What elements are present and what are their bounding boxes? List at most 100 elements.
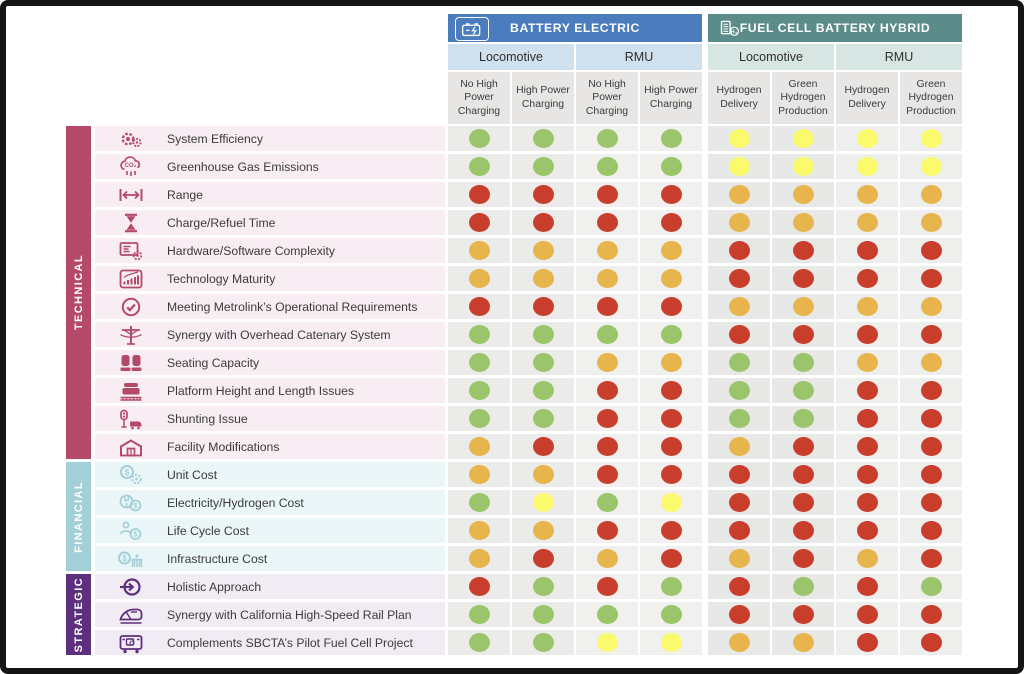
rating-cell	[448, 574, 510, 599]
rating-cell	[900, 406, 962, 431]
rating-cell	[512, 266, 574, 291]
rating-cell	[640, 294, 702, 319]
rating-cell	[836, 294, 898, 319]
battery-icon	[455, 17, 489, 41]
rating-dot	[793, 241, 814, 260]
rating-dot	[597, 605, 618, 624]
rating-dot	[469, 185, 490, 204]
rating-dot	[793, 465, 814, 484]
criterion-label-cell: Technology Maturity	[95, 266, 445, 291]
rating-cell	[900, 350, 962, 375]
rating-dot	[921, 521, 942, 540]
rating-cell	[640, 350, 702, 375]
rating-cell	[640, 182, 702, 207]
column-header-hydrogen-delivery: Hydrogen Delivery	[708, 72, 770, 124]
rating-cell	[448, 182, 510, 207]
rating-dot	[921, 353, 942, 372]
rating-dot	[661, 633, 682, 652]
rating-cell	[448, 126, 510, 151]
rating-cell	[448, 490, 510, 515]
rating-cell	[772, 630, 834, 655]
rating-cell	[900, 294, 962, 319]
rating-cell	[708, 126, 770, 151]
criterion-label: Synergy with California High-Speed Rail …	[167, 608, 412, 622]
rating-cell	[448, 518, 510, 543]
rating-cell	[836, 182, 898, 207]
rating-dot	[921, 605, 942, 624]
dollar-building-icon: $	[95, 548, 167, 570]
rating-dot	[793, 493, 814, 512]
rating-cell	[576, 322, 638, 347]
rating-dot	[661, 465, 682, 484]
rating-cell	[900, 126, 962, 151]
rating-cell	[772, 126, 834, 151]
rating-cell	[772, 406, 834, 431]
criterion-row: Facility Modifications	[95, 434, 962, 459]
rating-dot	[661, 129, 682, 148]
rating-cell	[640, 266, 702, 291]
rating-cell	[900, 490, 962, 515]
rating-cell	[640, 406, 702, 431]
rating-cell	[836, 490, 898, 515]
rating-dot	[793, 213, 814, 232]
rating-dot	[661, 409, 682, 428]
rating-dot	[729, 297, 750, 316]
rating-cell	[772, 210, 834, 235]
rating-dot	[469, 241, 490, 260]
rating-cell	[708, 350, 770, 375]
rating-dot	[469, 409, 490, 428]
rating-cell	[900, 266, 962, 291]
rating-cell	[512, 518, 574, 543]
rating-dot	[857, 605, 878, 624]
rating-dot	[857, 521, 878, 540]
rating-dot	[533, 549, 554, 568]
rating-dot	[793, 633, 814, 652]
svg-text:$: $	[125, 467, 130, 477]
rating-dot	[597, 129, 618, 148]
gears-icon	[95, 128, 167, 150]
rating-dot	[857, 633, 878, 652]
rating-dot	[921, 325, 942, 344]
rating-dot	[469, 465, 490, 484]
rating-cell	[512, 602, 574, 627]
rating-cell	[836, 266, 898, 291]
rating-cell	[836, 350, 898, 375]
rating-cell	[640, 238, 702, 263]
rating-dot	[469, 129, 490, 148]
rating-dot	[729, 493, 750, 512]
rating-cell	[900, 462, 962, 487]
rating-cell	[512, 574, 574, 599]
rating-cell	[576, 182, 638, 207]
subgroup-header-row: LocomotiveRMULocomotiveRMU	[448, 44, 962, 70]
rating-dot	[533, 633, 554, 652]
rating-cell	[640, 322, 702, 347]
column-header-green-hydrogen-production: Green Hydrogen Production	[772, 72, 834, 124]
criterion-label: Shunting Issue	[167, 412, 248, 426]
rating-dot	[857, 493, 878, 512]
category-label: TECHNICAL	[73, 254, 85, 330]
rating-dot	[469, 269, 490, 288]
rating-cell	[900, 154, 962, 179]
rating-cell	[708, 294, 770, 319]
rating-cell	[772, 518, 834, 543]
column-header-high-power-charging: High Power Charging	[512, 72, 574, 124]
criterion-row: Synergy with California High-Speed Rail …	[95, 602, 962, 627]
criterion-label-cell: Complements SBCTA’s Pilot Fuel Cell Proj…	[95, 630, 445, 655]
rating-dot	[857, 577, 878, 596]
rating-cell	[836, 126, 898, 151]
rating-dot	[793, 325, 814, 344]
rating-dot	[469, 213, 490, 232]
rating-dot	[857, 437, 878, 456]
rating-cell	[708, 602, 770, 627]
rating-dot	[469, 577, 490, 596]
rating-dot	[857, 269, 878, 288]
criterion-label: Life Cycle Cost	[167, 524, 249, 538]
column-header-no-high-power-charging: No High Power Charging	[576, 72, 638, 124]
rating-cell	[900, 182, 962, 207]
criterion-row: $Life Cycle Cost	[95, 518, 962, 543]
rating-dot	[793, 521, 814, 540]
rating-cell	[900, 238, 962, 263]
rating-dot	[793, 381, 814, 400]
rating-dot	[597, 521, 618, 540]
rating-dot	[793, 437, 814, 456]
